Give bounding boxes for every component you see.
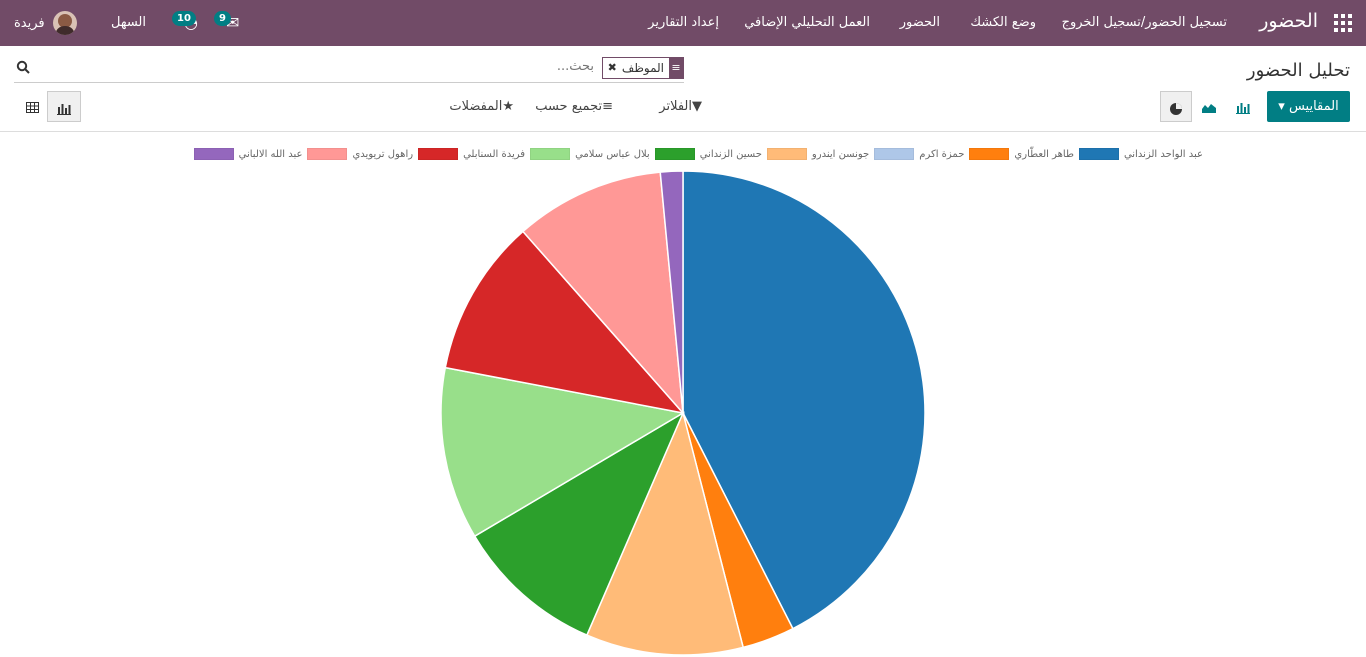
legend-item[interactable]: طاهر العطّاري [969, 148, 1074, 160]
graph-view-button[interactable] [47, 91, 81, 122]
line-chart-button[interactable] [1193, 91, 1225, 122]
measures-dropdown-button[interactable]: المقاييس ▾ [1267, 91, 1350, 122]
legend-item[interactable]: عبد الله الالباني [193, 148, 303, 160]
graph-view-icon [57, 103, 71, 115]
caret-down-icon: ▾ [1278, 99, 1285, 114]
remove-facet-icon[interactable]: ✖ [607, 61, 617, 74]
search-icon[interactable] [16, 60, 30, 74]
filter-icon: ▼ [692, 99, 702, 114]
favorites-label: المفضلات [449, 99, 503, 114]
legend-swatch [766, 148, 807, 160]
company-switcher[interactable]: السهل [111, 15, 147, 30]
legend-swatch [874, 148, 915, 160]
legend-label: فريدة السنابلي [463, 148, 526, 160]
legend-swatch [193, 148, 234, 160]
legend-swatch [654, 148, 695, 160]
legend-swatch [307, 148, 348, 160]
pie-slice[interactable] [659, 170, 684, 414]
groupby-label: تجميع حسب [535, 99, 603, 114]
user-name: فريدة [14, 15, 45, 31]
pivot-view-button[interactable] [15, 91, 49, 122]
search-facet-employee: ≡ الموظف ✖ [601, 57, 684, 79]
area-chart-icon [1202, 103, 1216, 113]
legend-swatch [530, 148, 571, 160]
pie-slice[interactable] [521, 171, 684, 416]
messages-count-badge: 9 [214, 11, 231, 26]
legend-label: جونسن ايندرو [811, 148, 870, 160]
legend-label: طاهر العطّاري [1014, 148, 1074, 160]
filters-button[interactable]: ▼الفلاتر [659, 99, 702, 114]
legend-item[interactable]: راهول تريويدي [307, 148, 413, 160]
legend-label: عبد الواحد الزنداني [1123, 148, 1203, 160]
facet-value: الموظف [621, 61, 664, 75]
pie-slice[interactable] [444, 230, 686, 415]
user-menu[interactable]: فريدة [14, 10, 77, 36]
legend-item[interactable]: بلال عباس سلامي [530, 148, 650, 160]
legend-label: بلال عباس سلامي [575, 148, 650, 160]
pie-slice[interactable] [473, 411, 685, 637]
groupby-button[interactable]: ≡تجميع حسب [535, 99, 613, 114]
page-title: تحليل الحضور [1246, 60, 1350, 81]
menu-item-kiosk[interactable]: وضع الكشك [970, 15, 1036, 30]
legend-swatch [1078, 148, 1119, 160]
bar-chart-button[interactable] [1227, 91, 1259, 122]
star-icon: ★ [502, 99, 514, 114]
pie-slice[interactable] [682, 170, 926, 630]
menu-item-attendances[interactable]: الحضور [899, 15, 940, 30]
legend-swatch [969, 148, 1010, 160]
legend-item[interactable]: عبد الواحد الزنداني [1078, 148, 1203, 160]
search-bar: ≡ الموظف ✖ [14, 56, 684, 83]
legend-label: عبد الله الالباني [238, 148, 303, 160]
avatar [52, 11, 77, 35]
legend-item[interactable]: حمزة اكرم [874, 148, 964, 160]
menu-item-check-in-out[interactable]: تسجيل الحضور/تسجيل الخروج [1061, 15, 1227, 30]
measures-label: المقاييس [1288, 99, 1339, 114]
list-icon: ≡ [602, 99, 613, 114]
legend-label: حسين الزنداني [699, 148, 762, 160]
bar-chart-icon [1236, 102, 1250, 114]
favorites-button[interactable]: ★المفضلات [449, 99, 514, 114]
menu-item-reporting[interactable]: إعداد التقارير [648, 15, 719, 30]
legend-item[interactable]: جونسن ايندرو [766, 148, 870, 160]
pie-chart-icon [1170, 102, 1182, 115]
activities-count-badge: 10 [172, 11, 196, 26]
legend-label: حمزة اكرم [919, 148, 965, 160]
search-input[interactable] [194, 59, 594, 74]
groupby-icon: ≡ [669, 58, 683, 78]
pie-chart-button[interactable] [1160, 91, 1192, 122]
legend-swatch [418, 148, 459, 160]
filters-label: الفلاتر [659, 99, 692, 114]
apps-menu-icon[interactable] [1334, 14, 1352, 32]
menu-item-overtime[interactable]: العمل التحليلي الإضافي [744, 15, 870, 30]
legend-label: راهول تريويدي [352, 148, 414, 160]
pie-slice[interactable] [585, 410, 745, 656]
pie-slice[interactable] [440, 366, 686, 538]
top-navbar: الحضور تسجيل الحضور/تسجيل الخروج وضع الك… [0, 0, 1366, 46]
legend-item[interactable]: حسين الزنداني [654, 148, 762, 160]
toolbar-divider [0, 131, 1366, 132]
app-brand[interactable]: الحضور [1259, 10, 1318, 32]
legend-item[interactable]: فريدة السنابلي [418, 148, 525, 160]
table-grid-icon [25, 102, 39, 113]
